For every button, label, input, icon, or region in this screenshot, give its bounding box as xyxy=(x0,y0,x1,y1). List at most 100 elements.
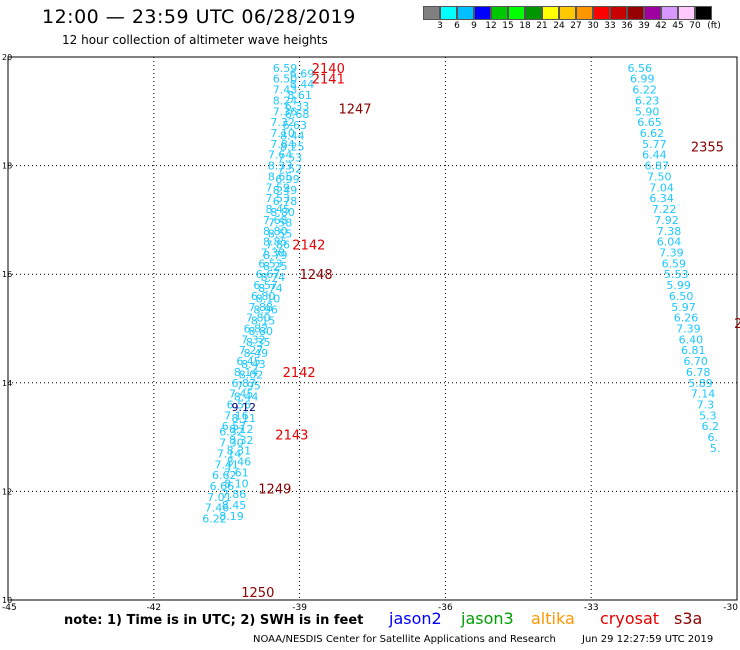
pass-time-label: 2142 xyxy=(283,366,316,381)
credit-timestamp: Jun 29 12:27:59 UTC 2019 xyxy=(582,634,714,645)
legend-swatch xyxy=(576,6,593,20)
wave-height-value: 7.61 xyxy=(224,466,249,479)
wave-height-value: 8.11 xyxy=(231,412,256,425)
legend-label: 9 xyxy=(471,21,477,31)
wave-height-value: 7.39 xyxy=(676,323,701,336)
satellite-s3a: s3a xyxy=(674,609,703,628)
wave-height-value: 6.69 xyxy=(290,67,315,80)
pass-time-label: 2143 xyxy=(275,428,308,443)
wave-height-value: 7.46 xyxy=(205,502,230,515)
wave-height-value: 7.41 xyxy=(214,458,239,471)
wave-height-value: 7.22 xyxy=(652,203,677,216)
legend-label: 42 xyxy=(655,21,667,31)
wave-height-value: 5.99 xyxy=(666,279,691,292)
x-tick-label: -30 xyxy=(723,603,738,613)
wave-height-value: 8.43 xyxy=(241,358,266,371)
pass-time-label: 1248 xyxy=(300,268,333,283)
wave-height-value: 6.78 xyxy=(686,366,711,379)
wave-height-value: 7.38 xyxy=(261,246,286,259)
wave-height-value: 6.33 xyxy=(285,100,310,113)
wave-height-value: 8.25 xyxy=(280,141,305,154)
wave-height-value: 6.2 xyxy=(702,420,720,433)
wave-height-value: 7.36 xyxy=(273,105,298,118)
wave-height-value: 6.34 xyxy=(649,192,674,205)
legend-label: 33 xyxy=(604,21,616,31)
legend-color-boxes xyxy=(423,6,740,20)
x-tick-label: -45 xyxy=(2,603,17,613)
legend-swatch xyxy=(491,6,508,20)
legend-label: 45 xyxy=(672,21,684,31)
wave-height-value: 6.62 xyxy=(212,469,237,482)
wave-height-value: 7.04 xyxy=(649,181,674,194)
legend-swatch xyxy=(525,6,542,20)
wave-height-value: 7.14 xyxy=(691,388,716,401)
y-tick-label: 14 xyxy=(2,379,12,388)
credit-text: NOAA/NESDIS Center for Satellite Applica… xyxy=(253,634,556,645)
wave-height-value: 8.45 xyxy=(265,203,290,216)
wave-height-value: 6.45 xyxy=(236,355,261,368)
legend-swatch xyxy=(559,6,576,20)
legend-label: 6 xyxy=(454,21,460,31)
wave-height-value: 8.96 xyxy=(253,303,278,316)
legend-label: 24 xyxy=(553,21,565,31)
wave-height-value: 6.78 xyxy=(273,195,298,208)
wave-height-value: 8.14 xyxy=(234,366,259,379)
wave-height-value: 8.65 xyxy=(268,170,293,183)
legend-swatch xyxy=(457,6,474,20)
pass-time-label: 1249 xyxy=(258,483,291,498)
wave-height-value: 8.33 xyxy=(268,160,293,173)
wave-height-value: 6.57 xyxy=(222,420,247,433)
legend-label: 70 xyxy=(689,21,701,31)
wave-height-value: 6.57 xyxy=(253,279,278,292)
wave-height-value: 7.86 xyxy=(222,488,247,501)
wave-height-value: 7.58 xyxy=(268,217,293,230)
wave-height-value: 7.10 xyxy=(270,127,295,140)
wave-height-value: 8.02 xyxy=(239,369,264,382)
wave-height-value: 8.25 xyxy=(263,260,288,273)
satellite-cryosat: cryosat xyxy=(600,609,660,628)
wave-height-value: 7.53 xyxy=(265,192,290,205)
legend-swatch xyxy=(644,6,661,20)
wave-height-value: 7.39 xyxy=(659,246,684,259)
wave-height-value: 7.52 xyxy=(278,162,303,175)
wave-height-value: 7.64 xyxy=(268,149,293,162)
wave-height-value: 8.19 xyxy=(219,510,244,523)
wave-height-value: 8.49 xyxy=(273,184,298,197)
wave-height-value: 8.74 xyxy=(258,282,283,295)
legend-label: 36 xyxy=(621,21,633,31)
wave-height-value: 6.99 xyxy=(275,173,300,186)
wave-height-value: 6.40 xyxy=(679,333,704,346)
wave-height-value: 7.53 xyxy=(278,151,303,164)
wave-height-value: 6.66 xyxy=(210,480,235,493)
wave-height-value: 7.16 xyxy=(224,409,249,422)
legend-label: 21 xyxy=(536,21,548,31)
wave-height-value: 8.55 xyxy=(268,227,293,240)
wave-height-value: 7.3 xyxy=(697,399,715,412)
legend-label: 12 xyxy=(485,21,497,31)
wave-height-value: 6.32 xyxy=(219,426,244,439)
wave-height-value: 8.80 xyxy=(270,206,295,219)
wave-height-value: 6.22 xyxy=(202,513,227,526)
wave-height-value: 6.56 xyxy=(227,399,252,412)
wave-height-value: 7.50 xyxy=(647,170,672,183)
wave-height-value: 6.04 xyxy=(657,236,682,249)
map-frame xyxy=(7,56,738,601)
wave-height-value: 9.12 xyxy=(231,401,256,414)
wave-height-value: 7.80 xyxy=(246,312,271,325)
wave-height-value: 7.68 xyxy=(263,214,288,227)
wave-height-value: 7.38 xyxy=(657,225,682,238)
pass-time-label: 2142 xyxy=(292,238,325,253)
wave-height-value: 7.30 xyxy=(219,437,244,450)
wave-height-value: 5. xyxy=(710,442,721,455)
wave-height-value: 8.12 xyxy=(229,423,254,436)
wave-height-value: 7.01 xyxy=(207,491,232,504)
legend-swatch xyxy=(474,6,491,20)
wave-height-value: 6.70 xyxy=(683,355,708,368)
legend-swatch xyxy=(423,6,440,20)
wave-height-value: 6.99 xyxy=(630,73,655,86)
legend-swatch xyxy=(695,6,712,20)
wave-height-value: 5.89 xyxy=(688,377,713,390)
